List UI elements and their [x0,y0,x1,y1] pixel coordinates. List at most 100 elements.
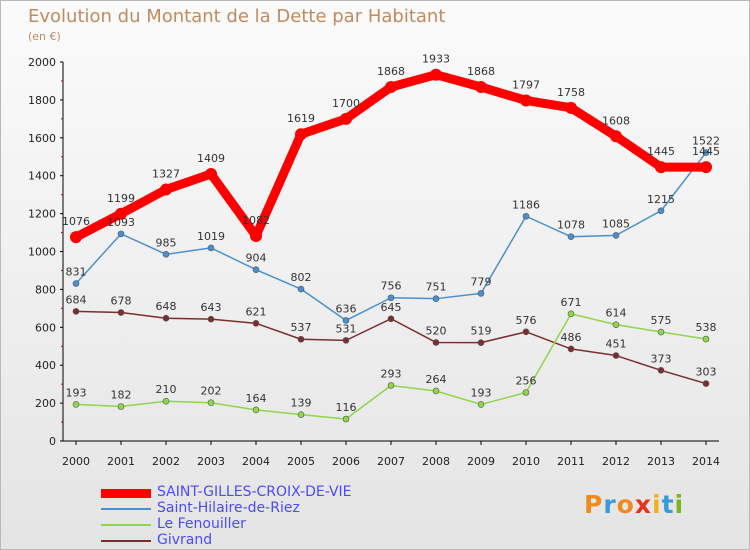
series-layer [70,68,712,423]
data-point-le-fenouiller [207,399,215,407]
data-point-givrand [117,309,125,316]
data-label-le-fenouiller: 256 [516,374,537,387]
data-point-givrand [342,337,350,344]
data-point-givrand [612,352,620,359]
data-label-givrand: 537 [291,321,312,334]
legend-swatch [101,489,151,498]
data-label-le-fenouiller: 164 [246,392,267,405]
data-point-le-fenouiller [432,387,440,395]
data-label-saint-gilles-croix-de-vie: 1619 [287,112,315,125]
data-point-le-fenouiller [702,335,710,343]
data-point-saint-hilaire-de-riez [657,207,665,215]
data-point-le-fenouiller [567,310,575,318]
data-label-le-fenouiller: 671 [561,296,582,309]
x-tick-label: 2006 [332,455,360,468]
data-label-saint-hilaire-de-riez: 751 [426,281,447,294]
legend-item-le-fenouiller: Le Fenouiller [101,516,431,533]
data-point-saint-gilles-croix-de-vie [655,161,667,174]
data-label-saint-gilles-croix-de-vie: 1933 [422,53,450,66]
data-label-le-fenouiller: 293 [381,367,402,380]
data-label-givrand: 645 [381,301,402,314]
data-point-saint-gilles-croix-de-vie [700,161,712,174]
data-point-le-fenouiller [612,321,620,328]
x-tick-label: 2003 [197,455,225,468]
data-point-le-fenouiller [297,411,305,418]
legend: SAINT-GILLES-CROIX-DE-VIE Saint-Hilaire-d… [101,484,431,549]
logo-letter: i [674,490,685,519]
legend-item-givrand: Givrand [101,532,431,549]
data-point-saint-hilaire-de-riez [297,285,305,293]
data-label-saint-hilaire-de-riez: 636 [336,302,357,315]
legend-swatch [101,508,151,510]
y-tick-label: 800 [35,283,56,296]
y-tick-label: 400 [35,359,56,372]
logo-letter: r [603,490,617,519]
logo-letter: x [634,490,652,519]
data-label-saint-gilles-croix-de-vie: 1409 [197,152,225,165]
data-point-saint-hilaire-de-riez [72,280,80,287]
data-point-givrand [477,339,485,346]
data-label-saint-gilles-croix-de-vie: 1868 [377,65,405,78]
data-point-saint-gilles-croix-de-vie [115,207,127,220]
data-point-le-fenouiller [477,401,485,408]
data-label-saint-hilaire-de-riez: 1085 [602,217,630,230]
y-tick-label: 1000 [28,246,56,259]
x-tick-label: 2007 [377,455,405,468]
data-point-saint-hilaire-de-riez [477,290,485,297]
data-label-le-fenouiller: 538 [696,321,717,334]
x-tick-label: 2009 [467,455,495,468]
y-tick-label: 1200 [28,208,56,221]
data-point-saint-gilles-croix-de-vie [565,101,577,114]
data-point-saint-gilles-croix-de-vie [250,229,262,242]
data-label-givrand: 519 [471,325,492,338]
data-label-le-fenouiller: 202 [201,385,222,398]
data-point-saint-gilles-croix-de-vie [520,94,532,107]
data-label-saint-hilaire-de-riez: 1186 [512,198,540,211]
legend-item-saint-gilles-croix-de-vie: SAINT-GILLES-CROIX-DE-VIE [101,484,431,501]
y-tick-label: 2000 [28,56,56,69]
data-label-saint-gilles-croix-de-vie: 1082 [242,214,270,227]
x-tick-label: 2013 [647,455,675,468]
logo-letter: o [616,490,635,519]
data-point-saint-gilles-croix-de-vie [70,231,82,244]
data-label-le-fenouiller: 116 [336,401,357,414]
data-point-le-fenouiller [657,328,665,336]
data-label-saint-hilaire-de-riez: 1093 [107,216,135,229]
axes: 0 200 400 600 800 1000 1200 1400 1600 1800 2000 200… [28,56,720,468]
logo-letter: t [661,490,675,519]
data-point-le-fenouiller [342,415,350,423]
data-point-saint-hilaire-de-riez [117,230,125,238]
data-point-givrand [522,328,530,336]
data-point-givrand [567,345,575,353]
data-label-saint-hilaire-de-riez: 1522 [692,135,720,148]
data-label-saint-hilaire-de-riez: 1215 [647,193,675,206]
data-label-saint-gilles-croix-de-vie: 1445 [692,145,720,158]
data-label-saint-gilles-croix-de-vie: 1868 [467,65,495,78]
series-line-saint-gilles-croix-de-vie [71,70,711,242]
data-label-saint-hilaire-de-riez: 904 [246,252,267,265]
data-label-saint-gilles-croix-de-vie: 1327 [152,168,180,181]
data-point-givrand [252,320,260,327]
data-point-saint-hilaire-de-riez [207,244,215,252]
x-tick-label: 2014 [692,455,720,468]
data-point-saint-gilles-croix-de-vie [475,81,487,94]
data-label-saint-gilles-croix-de-vie: 1445 [647,145,675,158]
data-label-givrand: 486 [561,331,582,344]
data-label-givrand: 373 [651,352,672,365]
data-point-saint-gilles-croix-de-vie [295,128,307,141]
legend-label: Le Fenouiller [157,516,246,532]
proxiti-logo: Proxiti [584,490,684,519]
data-label-le-fenouiller: 210 [156,383,177,396]
data-point-saint-gilles-croix-de-vie [385,81,397,94]
x-tick-label: 2001 [107,455,135,468]
data-label-le-fenouiller: 182 [111,389,132,402]
data-label-givrand: 451 [606,338,627,351]
data-point-le-fenouiller [72,401,80,408]
data-point-le-fenouiller [252,406,260,414]
data-point-le-fenouiller [117,403,125,410]
legend-item-saint-hilaire-de-riez: Saint-Hilaire-de-Riez [101,500,431,517]
x-tick-label: 2002 [152,455,180,468]
data-label-le-fenouiller: 264 [426,373,447,386]
y-tick-label: 600 [35,321,56,334]
data-label-le-fenouiller: 193 [66,386,87,399]
